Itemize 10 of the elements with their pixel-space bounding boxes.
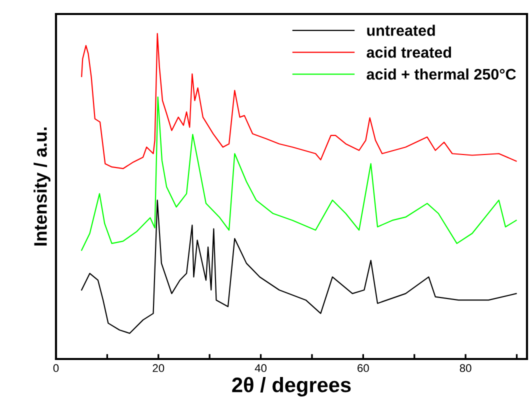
x-tick-label: 80: [460, 364, 472, 372]
y-axis-title: Intensity / a.u.: [34, 128, 50, 246]
legend-label: acid + thermal 250°C: [366, 68, 516, 80]
x-tick-label: 20: [152, 364, 164, 372]
x-tick-label: 40: [254, 364, 267, 372]
x-axis-title: 2θ / degrees: [232, 376, 351, 397]
x-tick-label: 0: [53, 364, 59, 372]
legend-label: untreated: [367, 24, 435, 36]
x-tick-label: 60: [358, 364, 369, 372]
legend-label: acid treated: [366, 46, 452, 58]
